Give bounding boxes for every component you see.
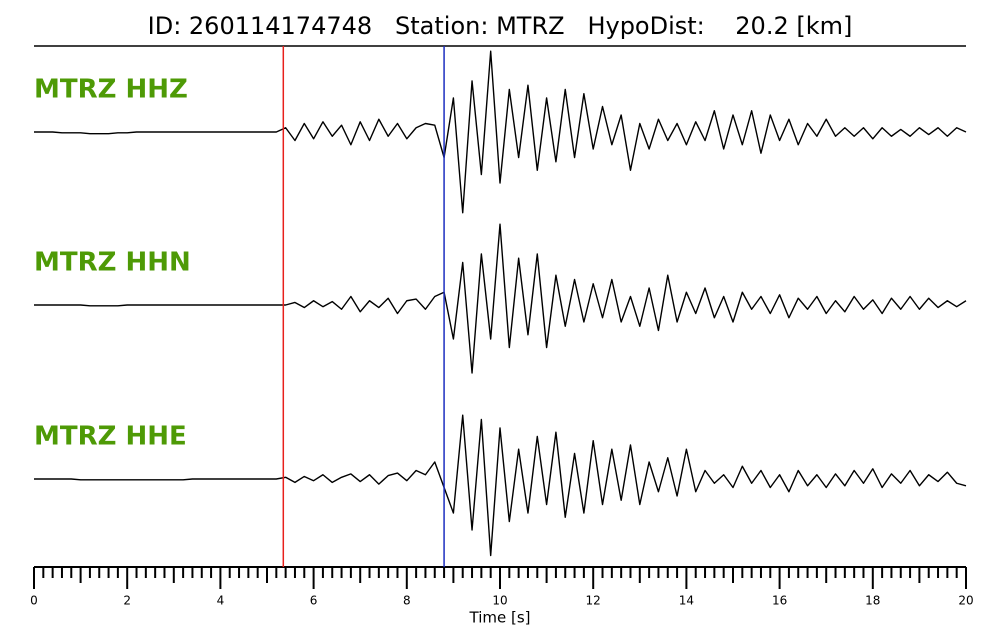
trace-label: MTRZ HHE [34, 422, 187, 452]
x-tick-label: 4 [217, 594, 225, 608]
x-tick-label: 18 [865, 594, 880, 608]
x-tick-label: 0 [30, 594, 38, 608]
x-tick-label: 12 [586, 594, 601, 608]
trace-label: MTRZ HHZ [34, 75, 188, 105]
x-tick-label: 20 [958, 594, 973, 608]
chart-title: ID: 260114174748 Station: MTRZ HypoDist:… [148, 12, 853, 40]
x-tick-label: 10 [492, 594, 507, 608]
trace-line [34, 223, 967, 374]
trace-line [34, 50, 967, 214]
x-tick-label: 8 [403, 594, 411, 608]
x-tick-label: 6 [310, 594, 318, 608]
trace-line [34, 414, 967, 557]
x-axis-label: Time [s] [469, 609, 531, 627]
x-tick-label: 2 [123, 594, 131, 608]
trace-label: MTRZ HHN [34, 248, 191, 278]
x-tick-label: 14 [679, 594, 694, 608]
x-tick-label: 16 [772, 594, 787, 608]
